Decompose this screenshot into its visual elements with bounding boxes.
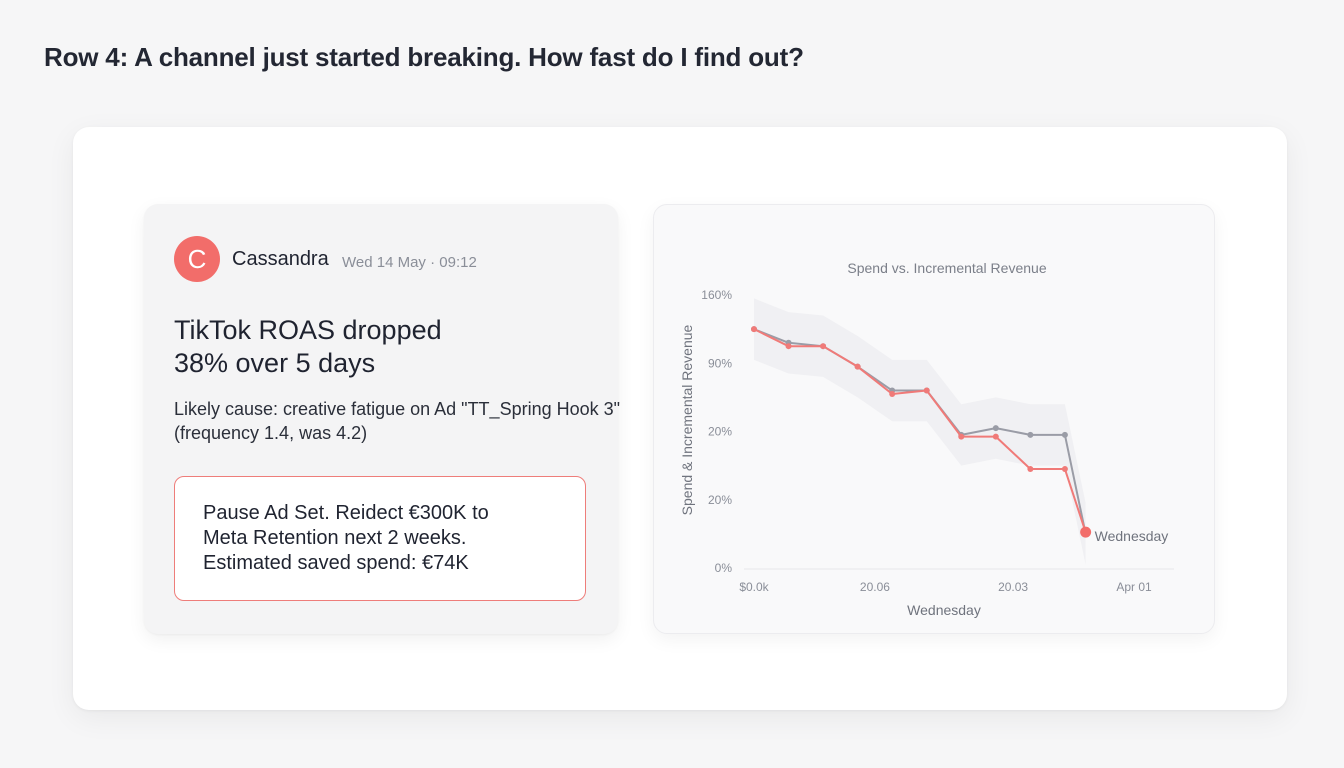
data-point — [958, 433, 965, 440]
action-line: Meta Retention next 2 weeks. — [203, 527, 467, 549]
y-tick-label: 90% — [708, 356, 732, 370]
highlight-point[interactable] — [1080, 526, 1092, 538]
line-chart: Spend vs. Incremental Revenue 160% 90% 20%… — [679, 260, 1174, 618]
sender-name: Cassandra — [232, 248, 329, 270]
action-line: Pause Ad Set. Reidect €300K to — [203, 502, 489, 524]
action-line: Estimated saved spend: €74K — [203, 552, 469, 574]
alert-title-line: TikTok ROAS dropped — [174, 315, 442, 345]
likely-cause-text: Likely cause: creative fatigue on Ad "TT… — [174, 397, 644, 445]
cause-line: (frequency 1.4, was 4.2) — [174, 423, 368, 443]
data-point — [854, 363, 861, 370]
data-point — [785, 343, 792, 350]
x-tick-label: 20.06 — [860, 580, 890, 594]
page-title: Row 4: A channel just started breaking. … — [44, 42, 804, 72]
data-point — [751, 326, 757, 333]
x-tick-label: 20.03 — [998, 580, 1028, 594]
y-tick-label: 20% — [708, 425, 732, 439]
data-point — [923, 387, 930, 394]
avatar: C — [174, 236, 220, 282]
y-tick-label: 160% — [701, 288, 732, 302]
y-tick-label: 0% — [715, 561, 733, 575]
chart-card: Spend vs. Incremental Revenue 160% 90% 20%… — [653, 204, 1215, 634]
data-point — [1061, 466, 1068, 473]
data-point — [1027, 466, 1034, 473]
alert-title: TikTok ROAS dropped 38% over 5 days — [174, 314, 594, 380]
y-tick-label: 20% — [708, 493, 732, 507]
data-point — [820, 343, 827, 350]
alert-title-line: 38% over 5 days — [174, 348, 376, 378]
data-point — [1061, 431, 1068, 438]
confidence-band — [754, 298, 1086, 565]
cause-line: Likely cause: creative fatigue on Ad "TT… — [174, 399, 621, 419]
alert-message-card: C Cassandra Wed 14 May · 09:12 TikTok RO… — [144, 204, 620, 634]
data-point — [1027, 431, 1034, 438]
x-tick-label: $0.0k — [739, 580, 769, 594]
y-axis-label: Spend & Incremental Revenue — [679, 324, 695, 515]
recommended-action-box[interactable]: Pause Ad Set. Reidect €300K to Meta Rete… — [174, 476, 586, 601]
point-annotation-label: Wednesday — [1095, 528, 1169, 544]
message-timestamp: Wed 14 May · 09:12 — [342, 254, 477, 271]
x-tick-label: Apr 01 — [1116, 580, 1152, 594]
data-point — [992, 433, 999, 440]
data-point — [992, 425, 999, 432]
chart-title: Spend vs. Incremental Revenue — [847, 260, 1046, 276]
data-point — [889, 390, 896, 397]
x-axis-label: Wednesday — [907, 602, 981, 618]
